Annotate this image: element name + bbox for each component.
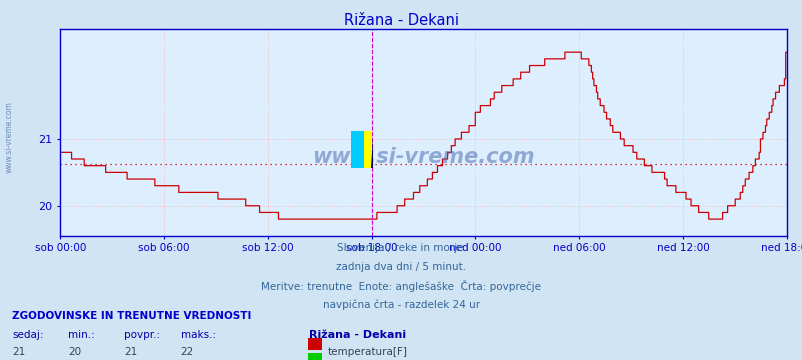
Text: ZGODOVINSKE IN TRENUTNE VREDNOSTI: ZGODOVINSKE IN TRENUTNE VREDNOSTI [12,311,251,321]
Polygon shape [371,137,372,168]
Bar [351,131,363,168]
Text: 21: 21 [12,347,26,357]
Text: Rižana - Dekani: Rižana - Dekani [309,330,406,340]
Text: Meritve: trenutne  Enote: anglešaške  Črta: povprečje: Meritve: trenutne Enote: anglešaške Črta… [261,280,541,292]
Text: maks.:: maks.: [180,330,216,340]
Text: www.si-vreme.com: www.si-vreme.com [312,147,534,167]
Text: 21: 21 [124,347,138,357]
Text: povpr.:: povpr.: [124,330,160,340]
Text: Rižana - Dekani: Rižana - Dekani [343,13,459,28]
Text: navpična črta - razdelek 24 ur: navpična črta - razdelek 24 ur [322,299,480,310]
Text: sedaj:: sedaj: [12,330,43,340]
Text: www.si-vreme.com: www.si-vreme.com [5,101,14,173]
Text: 22: 22 [180,347,194,357]
Bar [351,131,371,168]
Text: min.:: min.: [68,330,95,340]
Text: Slovenija / reke in morje.: Slovenija / reke in morje. [336,243,466,253]
Text: temperatura[F]: temperatura[F] [327,347,407,357]
Text: 20: 20 [68,347,81,357]
Text: zadnja dva dni / 5 minut.: zadnja dva dni / 5 minut. [336,262,466,272]
